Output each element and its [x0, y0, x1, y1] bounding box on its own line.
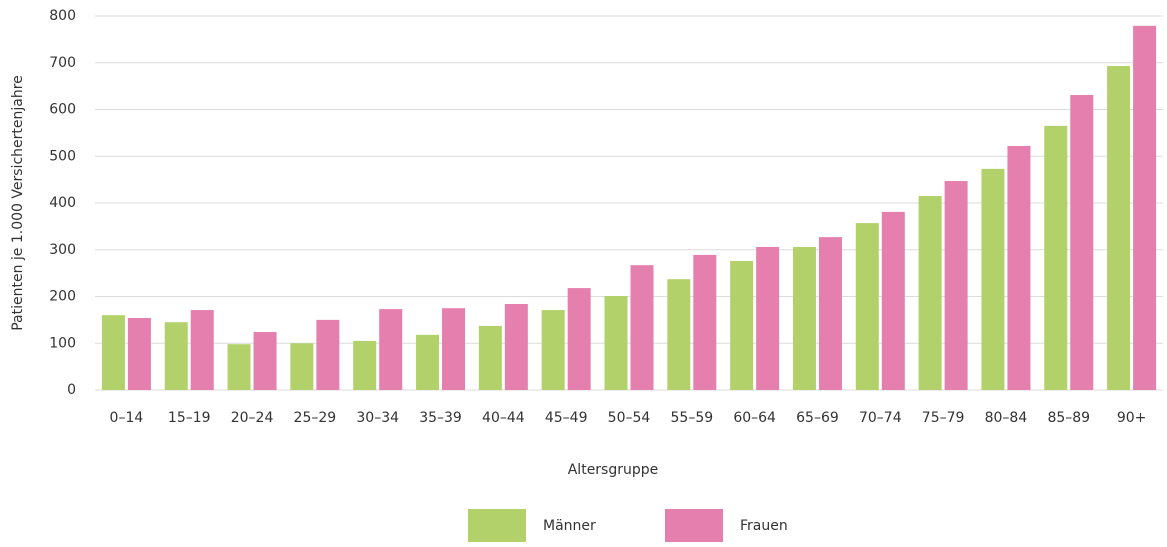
- x-tick-label: 50–54: [608, 410, 651, 426]
- bar: [855, 223, 879, 390]
- legend-swatch: [665, 509, 723, 542]
- x-tick-label: 70–74: [859, 410, 902, 426]
- bar: [1107, 66, 1131, 391]
- bar: [792, 246, 816, 390]
- legend-label: Männer: [543, 518, 596, 534]
- y-tick-label: 0: [67, 382, 76, 398]
- bar: [190, 310, 214, 390]
- bar: [881, 211, 905, 390]
- y-tick-label: 700: [49, 55, 76, 71]
- y-axis-label: Patienten je 1.000 Versichertenjahre: [10, 75, 26, 331]
- bar: [164, 322, 188, 390]
- bar: [253, 332, 277, 390]
- x-tick-label: 15–19: [168, 410, 211, 426]
- bar: [1044, 125, 1068, 391]
- bar: [1007, 145, 1031, 390]
- bar: [101, 315, 125, 390]
- y-tick-label: 600: [49, 102, 76, 118]
- legend-swatch: [468, 509, 526, 542]
- bar: [730, 260, 754, 390]
- bar: [1133, 25, 1157, 390]
- bar: [918, 195, 942, 390]
- y-tick-label: 500: [49, 148, 76, 164]
- bar: [504, 303, 528, 390]
- bar: [630, 265, 654, 390]
- bar: [981, 168, 1005, 390]
- bar: [379, 309, 403, 390]
- x-tick-label: 55–59: [671, 410, 714, 426]
- x-tick-label: 85–89: [1047, 410, 1090, 426]
- x-tick-label: 60–64: [733, 410, 776, 426]
- bar: [316, 319, 340, 390]
- bar: [944, 181, 968, 390]
- bar: [567, 288, 591, 390]
- bar: [604, 296, 628, 390]
- bar: [227, 344, 251, 390]
- y-tick-label: 100: [49, 335, 76, 351]
- x-tick-label: 20–24: [231, 410, 274, 426]
- y-tick-label: 200: [49, 289, 76, 305]
- x-tick-label: 90+: [1117, 410, 1147, 426]
- x-tick-label: 40–44: [482, 410, 525, 426]
- bar: [667, 279, 691, 390]
- bar: [818, 237, 842, 390]
- x-tick-label: 75–79: [922, 410, 965, 426]
- x-tick-label: 25–29: [294, 410, 337, 426]
- bar: [416, 334, 440, 390]
- x-tick-label: 80–84: [985, 410, 1028, 426]
- bar: [127, 318, 151, 390]
- bar: [756, 246, 780, 390]
- legend-label: Frauen: [740, 518, 788, 534]
- bar: [478, 325, 502, 390]
- x-tick-label: 35–39: [419, 410, 462, 426]
- bar: [693, 254, 717, 390]
- y-tick-label: 300: [49, 242, 76, 258]
- x-axis-label: Altersgruppe: [568, 462, 659, 478]
- x-tick-label: 45–49: [545, 410, 588, 426]
- bar: [1070, 95, 1094, 390]
- bar: [290, 343, 314, 390]
- x-tick-label: 65–69: [796, 410, 839, 426]
- x-tick-label: 30–34: [356, 410, 399, 426]
- bar: [541, 310, 565, 390]
- y-tick-label: 800: [49, 8, 76, 24]
- bar: [442, 308, 466, 390]
- y-tick-label: 400: [49, 195, 76, 211]
- x-tick-label: 0–14: [110, 410, 144, 426]
- bar: [353, 340, 377, 390]
